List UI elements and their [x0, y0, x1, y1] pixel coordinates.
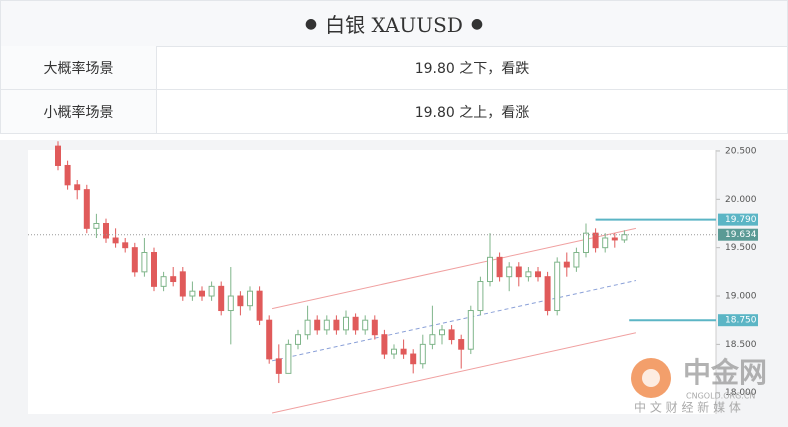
candle-body — [208, 285, 215, 297]
title: 白银 XAUUSD — [325, 13, 463, 37]
level-label: 19.790 — [725, 215, 757, 225]
candle-body — [439, 329, 445, 336]
cell: 19.80 之上，看涨 — [414, 104, 530, 121]
candle-body — [371, 319, 378, 336]
candle-body — [352, 316, 359, 331]
y-tick-label: 20.500 — [725, 146, 757, 156]
candle-body — [275, 358, 282, 374]
candle-body — [515, 266, 522, 278]
candle-body — [93, 222, 100, 229]
plot-area — [28, 150, 716, 414]
candle-body — [170, 276, 177, 283]
candle-body — [333, 319, 340, 331]
candle-body — [592, 232, 599, 249]
candle-body — [467, 310, 474, 350]
candle-body — [525, 271, 532, 278]
candle-body — [554, 261, 561, 312]
candle-body — [160, 276, 167, 287]
candle-body — [64, 164, 71, 186]
candle-body — [189, 290, 196, 297]
y-tick-label: 19.000 — [725, 292, 757, 302]
y-tick-label: 20.000 — [725, 195, 757, 205]
candle-body — [602, 237, 609, 249]
candle-body — [621, 234, 628, 241]
candle-body — [237, 295, 244, 307]
watermark-site: CNGOLD.ORG.CN — [686, 392, 755, 401]
channel-middle — [271, 280, 637, 362]
header: ● 白银 XAUUSD ● — [0, 0, 788, 47]
current-price-box — [718, 228, 758, 241]
cell: 小概率场景 — [1, 90, 157, 133]
candle-body — [141, 252, 148, 273]
cell: 大概率场景 — [1, 46, 157, 89]
candle-body — [151, 252, 157, 287]
candle-body — [256, 290, 263, 321]
candle-body — [381, 334, 388, 355]
candle-body — [535, 271, 541, 278]
candle-body — [199, 290, 205, 297]
candle-body — [362, 319, 369, 331]
candle-body — [410, 353, 417, 365]
candle-body — [419, 343, 426, 365]
candle-body — [611, 237, 618, 241]
candle-body — [131, 247, 138, 273]
watermark-name: 中金网 — [683, 356, 767, 389]
candle-body — [55, 145, 61, 166]
candle-body — [227, 295, 234, 312]
logo — [642, 369, 660, 387]
level-box — [718, 314, 758, 327]
candle-body — [429, 334, 436, 345]
channel-lower — [271, 332, 637, 414]
y-tick-label: 18.500 — [725, 340, 757, 350]
candle-body — [218, 285, 225, 312]
candle-body — [573, 252, 580, 268]
candle-body — [496, 256, 503, 278]
candle-body — [285, 343, 292, 374]
cell: 19.80 之下，看跌 — [414, 60, 530, 77]
candle-body — [323, 319, 330, 331]
candle-body — [74, 184, 81, 191]
table-row: 小概率场景 19.80 之上，看涨 — [0, 90, 788, 134]
current-price-label: 19.634 — [725, 230, 757, 240]
candle-body — [506, 266, 513, 278]
candle-body — [583, 232, 589, 254]
y-tick-label: 18.000 — [725, 388, 757, 398]
candle-body — [343, 316, 349, 331]
candle-body — [477, 281, 484, 312]
candle-body — [122, 242, 129, 249]
candle-body — [448, 329, 455, 341]
candle-body — [314, 319, 321, 331]
candle-body — [304, 319, 311, 336]
chart: 18.000 18.500 19.000 19.500 20.000 20.500 19.6… — [0, 140, 788, 427]
candle-body — [400, 348, 407, 355]
candle-body — [563, 261, 570, 268]
candle-body — [247, 290, 253, 307]
candle-body — [83, 189, 90, 229]
table-row: 大概率场景 19.80 之下，看跌 — [0, 46, 788, 90]
candle-body — [544, 276, 551, 312]
candle-body — [295, 334, 301, 345]
level-box — [718, 213, 758, 226]
channel-upper — [271, 227, 637, 310]
candle-body — [103, 222, 109, 239]
candle-body — [391, 348, 397, 355]
candle-body — [179, 271, 186, 297]
candle-body — [266, 319, 273, 360]
y-tick-label: 19.500 — [725, 243, 757, 253]
watermark-slogan: 中 文 财 经 新 媒 体 — [634, 400, 741, 415]
candle-body — [458, 339, 465, 350]
level-label: 18.750 — [725, 316, 757, 326]
candle-body — [487, 256, 493, 283]
candle-body — [112, 237, 119, 244]
